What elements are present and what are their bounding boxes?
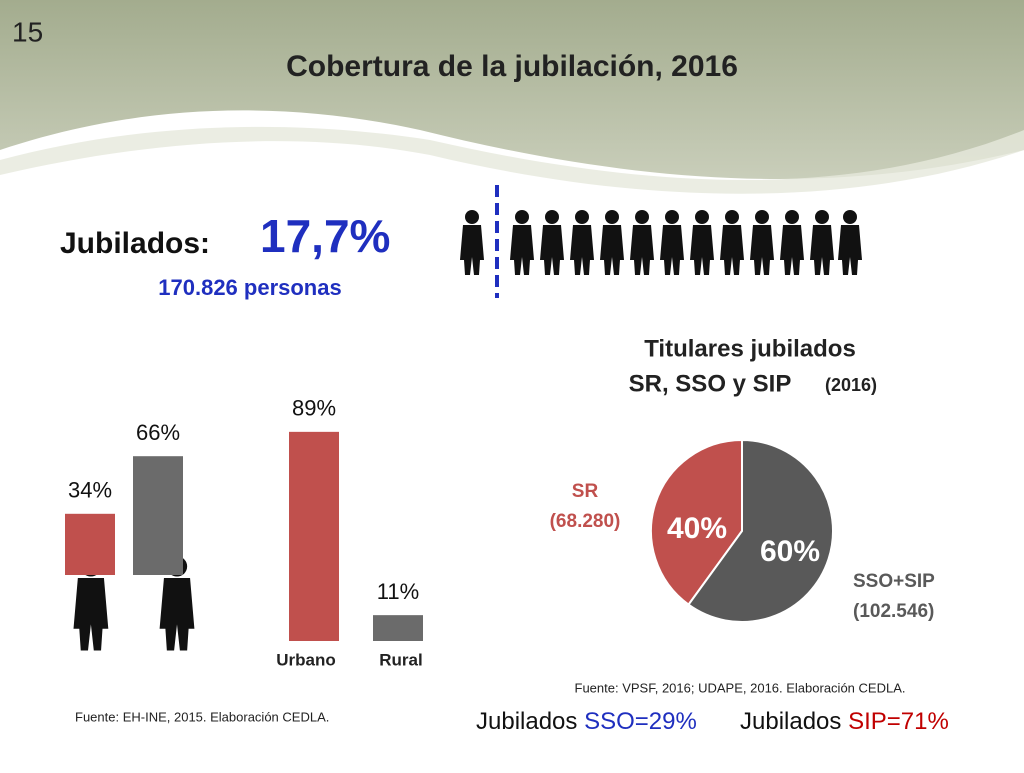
slide-number: 15	[12, 16, 43, 47]
value-label: 89%	[292, 396, 336, 421]
footer-prefix: Jubilados	[740, 708, 841, 735]
bar	[373, 615, 423, 641]
headline-label: Jubilados:	[60, 227, 210, 260]
source: Fuente: EH-INE, 2015. Elaboración CEDLA.	[75, 709, 329, 724]
footer-prefix: Jubilados	[476, 708, 577, 735]
bar	[133, 456, 183, 575]
category-label: Urbano	[276, 650, 336, 669]
value-label: 11%	[377, 579, 419, 604]
value-label: 66%	[136, 420, 180, 445]
pie-title: Titulares jubilados	[644, 335, 856, 362]
count-label: (68.280)	[550, 511, 621, 532]
footer-note: Jubilados SIP=71%	[740, 708, 949, 735]
pie-slice	[650, 438, 743, 607]
pie-subtitle: SR, SSO y SIP	[629, 370, 792, 397]
value-label: 40%	[667, 512, 727, 545]
category-label: SSO+SIP	[853, 571, 935, 592]
value-label: 60%	[760, 535, 820, 568]
value-label: 34%	[68, 478, 112, 503]
bar	[289, 431, 339, 641]
headline-persons: 170.826 personas	[158, 275, 341, 300]
category-label: SR	[572, 481, 599, 502]
bar	[65, 513, 115, 575]
count-label: (102.546)	[853, 601, 934, 622]
header-band	[0, 0, 1024, 179]
headline-value: 17,7%	[260, 210, 390, 262]
pie-subtitle-year: (2016)	[825, 375, 877, 395]
footer-highlight: SIP=71%	[848, 708, 949, 735]
pie-slice	[687, 438, 834, 623]
slide-title: Cobertura de la jubilación, 2016	[286, 50, 738, 83]
footer-highlight: SSO=29%	[584, 708, 697, 735]
wave	[0, 126, 1024, 194]
category-label: Rural	[379, 650, 422, 669]
footer-note: Jubilados SSO=29%	[476, 708, 697, 735]
source: Fuente: VPSF, 2016; UDAPE, 2016. Elabora…	[575, 680, 906, 695]
